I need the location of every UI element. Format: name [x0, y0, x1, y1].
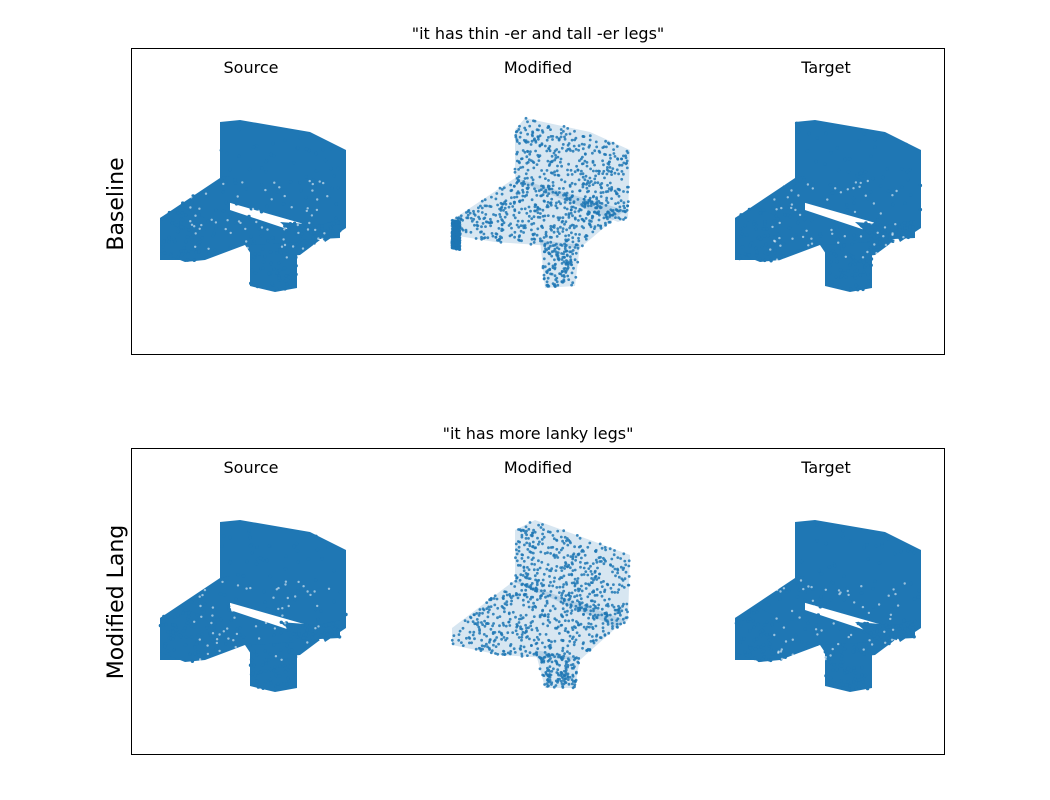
- chair-shape: [450, 520, 631, 690]
- column-title-target: Target: [801, 58, 851, 77]
- point-cloud-modified: [450, 116, 630, 288]
- armchair-shape: [734, 520, 921, 692]
- point-cloud-target: [735, 120, 923, 292]
- panel-title: "it has more lanky legs": [442, 424, 634, 443]
- point-cloud-target: [734, 520, 921, 692]
- column-title-source: Source: [223, 58, 279, 77]
- column-title-modified: Modified: [503, 458, 573, 477]
- chair-shape: [450, 116, 630, 288]
- armchair-shape: [735, 120, 923, 292]
- point-cloud-modified: [450, 520, 631, 690]
- column-title-target: Target: [801, 458, 851, 477]
- row-label: Baseline: [104, 157, 129, 251]
- row-label: Modified Lang: [104, 524, 129, 680]
- point-cloud-source: [160, 120, 346, 292]
- column-title-source: Source: [223, 458, 279, 477]
- panel-title: "it has thin -er and tall -er legs": [411, 24, 665, 43]
- armchair-shape: [158, 520, 348, 692]
- column-title-modified: Modified: [503, 58, 573, 77]
- point-cloud-source: [158, 520, 348, 692]
- armchair-shape: [160, 120, 346, 292]
